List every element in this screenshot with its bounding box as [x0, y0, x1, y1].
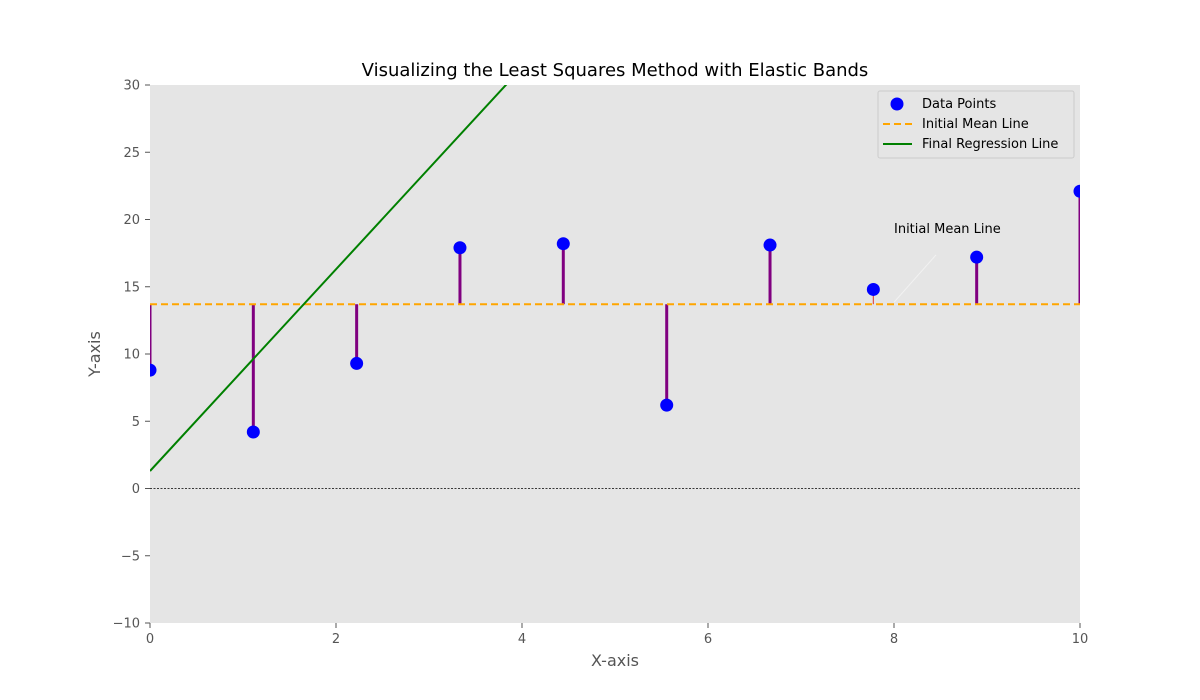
legend-marker-data-points [890, 97, 904, 111]
x-tick-label: 6 [704, 632, 712, 647]
y-tick-label: 0 [132, 482, 140, 497]
y-tick-label: −5 [121, 549, 140, 564]
plot-area [150, 85, 1080, 623]
x-tick-label: 0 [146, 632, 154, 647]
data-point [246, 425, 260, 439]
x-tick-label: 8 [890, 632, 898, 647]
regression-line [150, 85, 508, 472]
data-point [350, 356, 364, 370]
data-point [970, 250, 984, 264]
y-tick-label: 30 [123, 79, 140, 94]
data-point [866, 282, 880, 296]
legend-label-data-points: Data Points [922, 97, 996, 112]
y-tick-label: 15 [123, 280, 140, 295]
x-tick-label: 10 [1072, 632, 1089, 647]
legend-frame [877, 90, 1075, 159]
y-axis-label: Y-axis [85, 331, 104, 378]
data-point [763, 238, 777, 252]
y-tick-label: 20 [123, 213, 140, 228]
axes-layer: 0 2 4 6 8 10 −10 −5 0 5 10 15 20 25 30 [113, 79, 1089, 648]
x-tick-label: 2 [332, 632, 340, 647]
annotation-text: Initial Mean Line [894, 222, 1001, 237]
plot-layer [150, 85, 1080, 489]
legend-label-regression-line: Final Regression Line [922, 137, 1058, 152]
x-axis-label: X-axis [591, 651, 639, 670]
data-point [453, 241, 467, 255]
legend: Data Points Initial Mean Line Final Regres… [877, 90, 1075, 159]
data-point [660, 398, 674, 412]
y-tick-label: −10 [113, 617, 140, 632]
y-tick-label: 5 [132, 415, 140, 430]
data-point [556, 237, 570, 251]
y-tick-label: 25 [123, 146, 140, 161]
legend-label-mean-line: Initial Mean Line [922, 117, 1029, 132]
chart-title: Visualizing the Least Squares Method wit… [362, 60, 869, 81]
data-point [1073, 184, 1080, 198]
annotation-arrow [893, 254, 937, 303]
y-tick-label: 10 [123, 348, 140, 363]
x-tick-label: 4 [518, 632, 526, 647]
data-point [150, 363, 157, 377]
